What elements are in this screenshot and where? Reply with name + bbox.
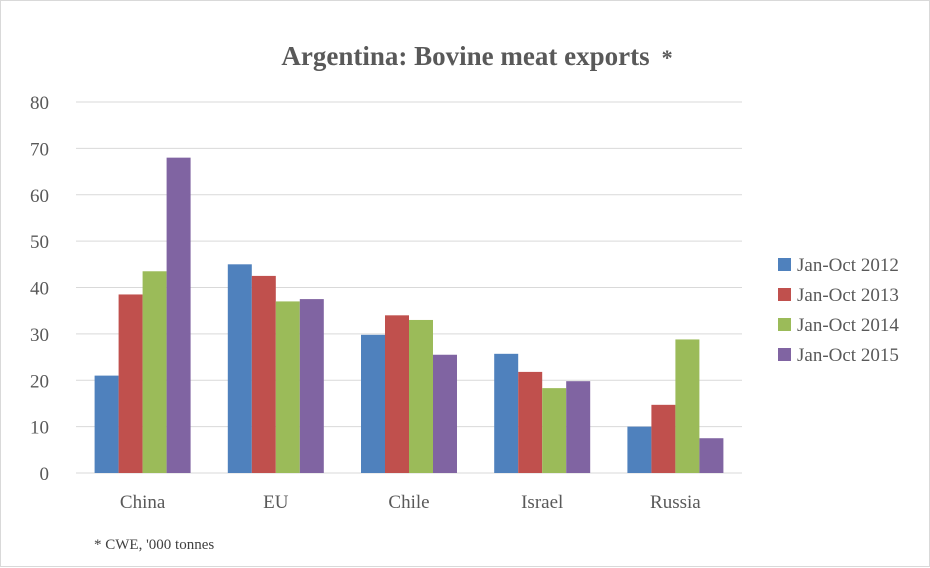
legend-label: Jan-Oct 2012 [797,255,899,276]
x-tick-label: Israel [521,492,563,513]
chart-title-text: Argentina: Bovine meat exports [281,41,649,71]
bar [542,388,567,473]
x-tick-label: Chile [388,492,429,513]
legend: Jan-Oct 2012 Jan-Oct 2013 Jan-Oct 2014 Jan-… [778,255,899,366]
x-axis-tick-labels: China EU Chile Israel Russia [120,492,701,513]
bar [361,334,385,473]
y-tick-label: 60 [30,186,49,207]
bar [651,404,676,473]
legend-swatch [778,348,791,361]
bar [675,339,700,473]
y-axis-tick-labels: 0 10 20 30 40 50 60 70 80 [30,93,49,485]
bar [409,319,433,473]
y-tick-label: 70 [30,139,49,160]
legend-label: Jan-Oct 2015 [797,345,899,366]
bar [142,271,167,473]
bar [166,157,191,473]
bar [227,264,252,473]
bar [385,315,409,473]
y-tick-label: 20 [30,371,49,392]
y-tick-label: 10 [30,418,49,439]
x-tick-label: China [120,492,166,513]
x-tick-label: EU [263,492,289,513]
y-tick-label: 30 [30,325,49,346]
bar [118,294,143,473]
legend-swatch [778,258,791,271]
bars [94,157,724,473]
legend-label: Jan-Oct 2013 [797,285,899,306]
y-tick-label: 0 [40,464,50,485]
legend-swatch [778,288,791,301]
bar [494,353,519,473]
bar [699,438,724,473]
bar [275,301,300,473]
bar [433,354,457,473]
chart-title-asterisk: * [662,45,673,70]
y-tick-label: 40 [30,279,49,300]
y-tick-label: 80 [30,93,49,114]
legend-swatch [778,318,791,331]
y-tick-label: 50 [30,232,49,253]
x-tick-label: Russia [650,492,701,513]
bar [251,275,276,473]
bar [566,381,591,473]
legend-label: Jan-Oct 2014 [797,315,899,336]
footnote: * CWE, '000 tonnes [94,537,214,553]
bar [94,375,119,473]
bar [299,299,324,473]
chart-title: Argentina: Bovine meat exports * [281,41,672,71]
bar [518,371,543,473]
bar [627,426,652,473]
